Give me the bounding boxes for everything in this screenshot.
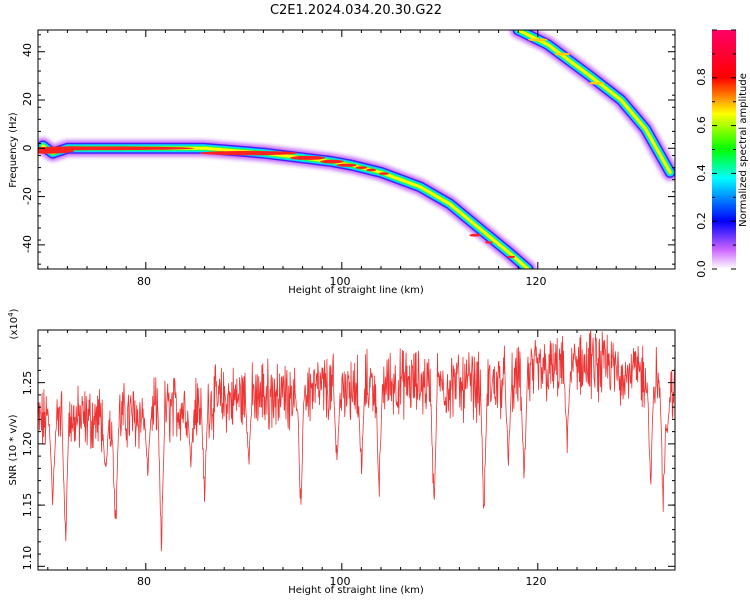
colorbar-gradient bbox=[712, 30, 736, 269]
spectrogram-xlabel: Height of straight line (km) bbox=[288, 285, 424, 296]
spectrogram-ytick-40: 40 bbox=[21, 43, 34, 57]
colorbar-tick-0-2: 0.2 bbox=[695, 212, 708, 230]
colorbar-ticks bbox=[712, 29, 736, 270]
snr-multiplier-exp: 4 bbox=[7, 312, 15, 317]
snr-plot-area bbox=[38, 330, 675, 570]
snr-xtick-100: 100 bbox=[330, 575, 351, 588]
snr-ticks bbox=[38, 330, 676, 570]
snr-ylabel: SNR (10 * v/v) bbox=[8, 414, 19, 485]
snr-panel: 80 100 120 1.25 1.20 1.15 1.10 Height of… bbox=[7, 308, 676, 596]
snr-ytick-1-15: 1.15 bbox=[21, 493, 34, 518]
snr-multiplier-base: (x10 bbox=[9, 317, 20, 340]
figure-title: C2E1.2024.034.20.30.G22 bbox=[270, 3, 442, 18]
track-peak-11 bbox=[469, 233, 481, 237]
track-peak-10 bbox=[379, 172, 389, 175]
track-2-peak-1 bbox=[528, 38, 548, 42]
colorbar: 0.0 0.2 0.4 0.6 0.8 Normalized spectral … bbox=[695, 29, 749, 278]
spectrogram-xtick-100: 100 bbox=[330, 275, 351, 288]
track-peak-5 bbox=[289, 155, 326, 160]
track-peak-3 bbox=[38, 146, 195, 151]
track-peak-9 bbox=[366, 168, 377, 172]
colorbar-tick-0-6: 0.6 bbox=[695, 116, 708, 134]
snr-xlabel: Height of straight line (km) bbox=[288, 585, 424, 596]
spectrogram-ytick-20: 20 bbox=[21, 92, 34, 106]
track-2-yellow-band bbox=[516, 30, 672, 174]
colorbar-label: Normalized spectral amplitude bbox=[738, 73, 749, 227]
snr-multiplier: (x104) bbox=[7, 308, 20, 339]
colorbar-tick-0-8: 0.8 bbox=[695, 68, 708, 86]
track-2-peak-2 bbox=[554, 52, 571, 56]
snr-ytick-1-10: 1.10 bbox=[21, 546, 34, 571]
spectrogram-ticks bbox=[38, 30, 676, 269]
spectrogram-xtick-120: 120 bbox=[526, 275, 547, 288]
track-peak-6 bbox=[320, 159, 344, 164]
colorbar-tick-0-4: 0.4 bbox=[695, 164, 708, 182]
spectrogram-ylabel: Frequency (Hz) bbox=[8, 112, 19, 188]
track-peak-8 bbox=[355, 166, 368, 170]
spectrogram-ytick-0: 0 bbox=[21, 145, 34, 152]
snr-ytick-1-20: 1.20 bbox=[21, 432, 34, 457]
track-peak-13 bbox=[507, 255, 516, 259]
spectrogram-frame bbox=[37, 29, 676, 270]
snr-xtick-80: 80 bbox=[137, 575, 151, 588]
snr-line bbox=[38, 330, 675, 552]
snr-xtick-120: 120 bbox=[526, 575, 547, 588]
spectrogram-panel: 80 100 120 40 20 0 -20 -40 Height of str… bbox=[8, 29, 676, 296]
snr-multiplier-close: ) bbox=[9, 308, 20, 312]
track-peak-7 bbox=[336, 163, 357, 167]
track-peak-12 bbox=[484, 241, 493, 244]
track-2-peak-3 bbox=[588, 81, 605, 85]
snr-ytick-1-25: 1.25 bbox=[21, 371, 34, 396]
snr-frame bbox=[37, 329, 676, 571]
spectrogram-bands bbox=[38, 30, 675, 269]
spectrogram-xtick-80: 80 bbox=[137, 275, 151, 288]
track-peak-4 bbox=[199, 150, 298, 156]
colorbar-tick-0: 0.0 bbox=[695, 260, 708, 278]
spectrogram-ytick-neg40: -40 bbox=[21, 235, 34, 253]
spectrogram-ytick-neg20: -20 bbox=[21, 187, 34, 205]
